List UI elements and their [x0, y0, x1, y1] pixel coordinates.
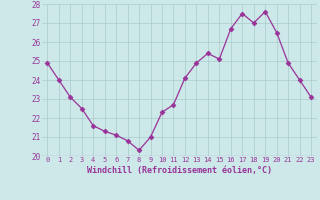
X-axis label: Windchill (Refroidissement éolien,°C): Windchill (Refroidissement éolien,°C)	[87, 166, 272, 175]
